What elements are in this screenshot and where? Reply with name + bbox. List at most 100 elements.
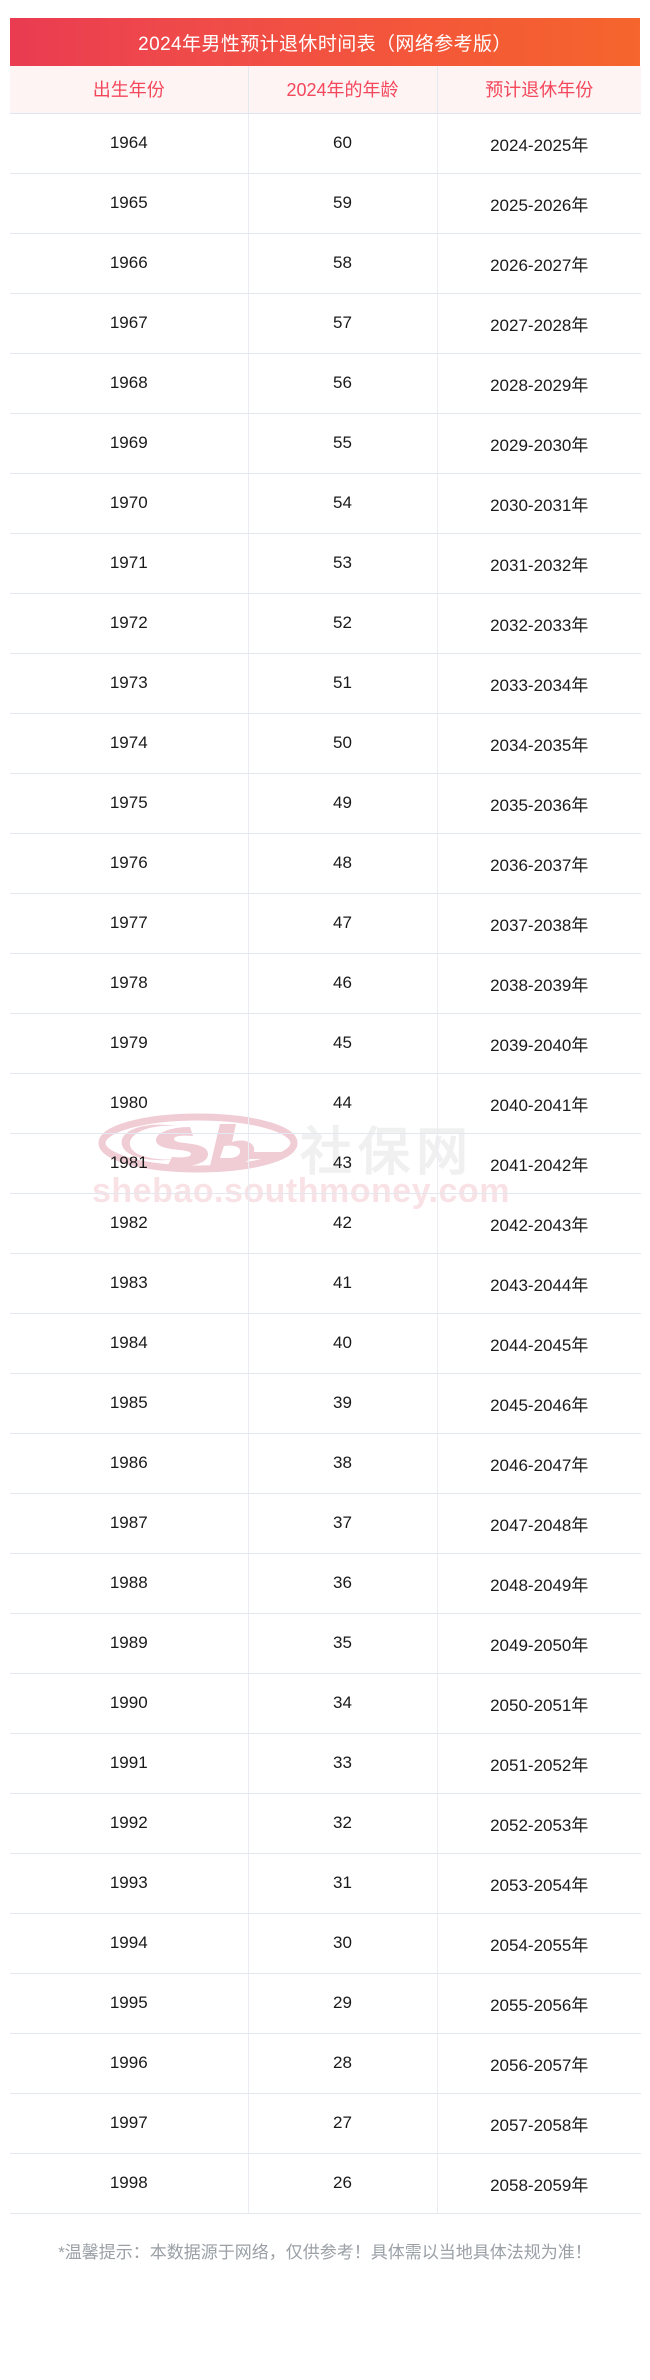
column-header-birth-year: 出生年份 xyxy=(10,66,249,114)
cell-age: 54 xyxy=(248,473,438,534)
cell-birth-year: 1986 xyxy=(10,1433,249,1494)
table-row: 1973 51 2033-2034年 xyxy=(10,653,641,714)
cell-birth-year: 1982 xyxy=(10,1193,249,1254)
cell-retirement-year: 2046-2047年 xyxy=(437,1433,641,1494)
cell-birth-year: 1990 xyxy=(10,1673,249,1734)
cell-age: 27 xyxy=(248,2093,438,2154)
cell-birth-year: 1989 xyxy=(10,1613,249,1674)
cell-retirement-year: 2054-2055年 xyxy=(437,1913,641,1974)
cell-age: 58 xyxy=(248,233,438,294)
cell-birth-year: 1975 xyxy=(10,773,249,834)
cell-age: 51 xyxy=(248,653,438,714)
cell-age: 29 xyxy=(248,1973,438,2034)
cell-birth-year: 1978 xyxy=(10,953,249,1014)
table-row: 1983 41 2043-2044年 xyxy=(10,1253,641,1314)
cell-age: 60 xyxy=(248,113,438,174)
cell-age: 35 xyxy=(248,1613,438,1674)
cell-retirement-year: 2027-2028年 xyxy=(437,293,641,354)
cell-retirement-year: 2029-2030年 xyxy=(437,413,641,474)
cell-birth-year: 1992 xyxy=(10,1793,249,1854)
disclaimer-note: *温馨提示：本数据源于网络，仅供参考！具体需以当地具体法规为准！ xyxy=(58,2242,592,2262)
cell-birth-year: 1984 xyxy=(10,1313,249,1374)
cell-retirement-year: 2033-2034年 xyxy=(437,653,641,714)
column-header-retirement-year: 预计退休年份 xyxy=(437,66,641,114)
table-row: 1996 28 2056-2057年 xyxy=(10,2033,641,2094)
table-row: 1968 56 2028-2029年 xyxy=(10,353,641,414)
cell-age: 49 xyxy=(248,773,438,834)
cell-birth-year: 1969 xyxy=(10,413,249,474)
cell-birth-year: 1964 xyxy=(10,113,249,174)
table-row: 1967 57 2027-2028年 xyxy=(10,293,641,354)
cell-retirement-year: 2037-2038年 xyxy=(437,893,641,954)
cell-retirement-year: 2032-2033年 xyxy=(437,593,641,654)
table-row: 1995 29 2055-2056年 xyxy=(10,1973,641,2034)
cell-age: 34 xyxy=(248,1673,438,1734)
cell-birth-year: 1970 xyxy=(10,473,249,534)
cell-retirement-year: 2052-2053年 xyxy=(437,1793,641,1854)
cell-birth-year: 1994 xyxy=(10,1913,249,1974)
table-row: 1982 42 2042-2043年 xyxy=(10,1193,641,1254)
table-row: 1978 46 2038-2039年 xyxy=(10,953,641,1014)
cell-retirement-year: 2040-2041年 xyxy=(437,1073,641,1134)
cell-retirement-year: 2047-2048年 xyxy=(437,1493,641,1554)
cell-retirement-year: 2042-2043年 xyxy=(437,1193,641,1254)
cell-retirement-year: 2045-2046年 xyxy=(437,1373,641,1434)
cell-age: 42 xyxy=(248,1193,438,1254)
cell-retirement-year: 2025-2026年 xyxy=(437,173,641,234)
cell-retirement-year: 2057-2058年 xyxy=(437,2093,641,2154)
table-row: 1977 47 2037-2038年 xyxy=(10,893,641,954)
cell-retirement-year: 2051-2052年 xyxy=(437,1733,641,1794)
table-row: 1972 52 2032-2033年 xyxy=(10,593,641,654)
cell-age: 26 xyxy=(248,2153,438,2214)
cell-retirement-year: 2028-2029年 xyxy=(437,353,641,414)
cell-birth-year: 1980 xyxy=(10,1073,249,1134)
table-row: 1965 59 2025-2026年 xyxy=(10,173,641,234)
cell-age: 28 xyxy=(248,2033,438,2094)
retirement-table: 出生年份 2024年的年龄 预计退休年份 1964 60 2024-2025年 196… xyxy=(10,66,641,2214)
cell-birth-year: 1987 xyxy=(10,1493,249,1554)
table-row: 1984 40 2044-2045年 xyxy=(10,1313,641,1374)
table-row: 1991 33 2051-2052年 xyxy=(10,1733,641,1794)
table-row: 1979 45 2039-2040年 xyxy=(10,1013,641,1074)
cell-age: 36 xyxy=(248,1553,438,1614)
table-row: 1976 48 2036-2037年 xyxy=(10,833,641,894)
cell-birth-year: 1988 xyxy=(10,1553,249,1614)
table-row: 1992 32 2052-2053年 xyxy=(10,1793,641,1854)
cell-birth-year: 1967 xyxy=(10,293,249,354)
cell-retirement-year: 2053-2054年 xyxy=(437,1853,641,1914)
cell-age: 59 xyxy=(248,173,438,234)
cell-birth-year: 1983 xyxy=(10,1253,249,1314)
table-row: 1981 43 2041-2042年 xyxy=(10,1133,641,1194)
page-title: 2024年男性预计退休时间表（网络参考版） xyxy=(138,33,512,55)
cell-birth-year: 1995 xyxy=(10,1973,249,2034)
table-header-row: 出生年份 2024年的年龄 预计退休年份 xyxy=(10,66,641,114)
cell-age: 37 xyxy=(248,1493,438,1554)
table-row: 1975 49 2035-2036年 xyxy=(10,773,641,834)
cell-age: 31 xyxy=(248,1853,438,1914)
cell-birth-year: 1968 xyxy=(10,353,249,414)
table-row: 1966 58 2026-2027年 xyxy=(10,233,641,294)
table-row: 1986 38 2046-2047年 xyxy=(10,1433,641,1494)
table-row: 1985 39 2045-2046年 xyxy=(10,1373,641,1434)
cell-retirement-year: 2056-2057年 xyxy=(437,2033,641,2094)
cell-birth-year: 1974 xyxy=(10,713,249,774)
cell-age: 38 xyxy=(248,1433,438,1494)
table-row: 1988 36 2048-2049年 xyxy=(10,1553,641,1614)
column-header-age-2024: 2024年的年龄 xyxy=(248,66,438,114)
table-row: 1980 44 2040-2041年 xyxy=(10,1073,641,1134)
cell-age: 43 xyxy=(248,1133,438,1194)
cell-retirement-year: 2058-2059年 xyxy=(437,2153,641,2214)
cell-birth-year: 1997 xyxy=(10,2093,249,2154)
cell-age: 52 xyxy=(248,593,438,654)
cell-birth-year: 1966 xyxy=(10,233,249,294)
cell-age: 46 xyxy=(248,953,438,1014)
table-row: 1997 27 2057-2058年 xyxy=(10,2093,641,2154)
cell-birth-year: 1973 xyxy=(10,653,249,714)
cell-retirement-year: 2043-2044年 xyxy=(437,1253,641,1314)
table-header: 出生年份 2024年的年龄 预计退休年份 xyxy=(10,66,641,114)
cell-retirement-year: 2048-2049年 xyxy=(437,1553,641,1614)
table-row: 1987 37 2047-2048年 xyxy=(10,1493,641,1554)
table-row: 1969 55 2029-2030年 xyxy=(10,413,641,474)
table-body: 1964 60 2024-2025年 1965 59 2025-2026年 1966 58 20… xyxy=(10,113,641,2214)
